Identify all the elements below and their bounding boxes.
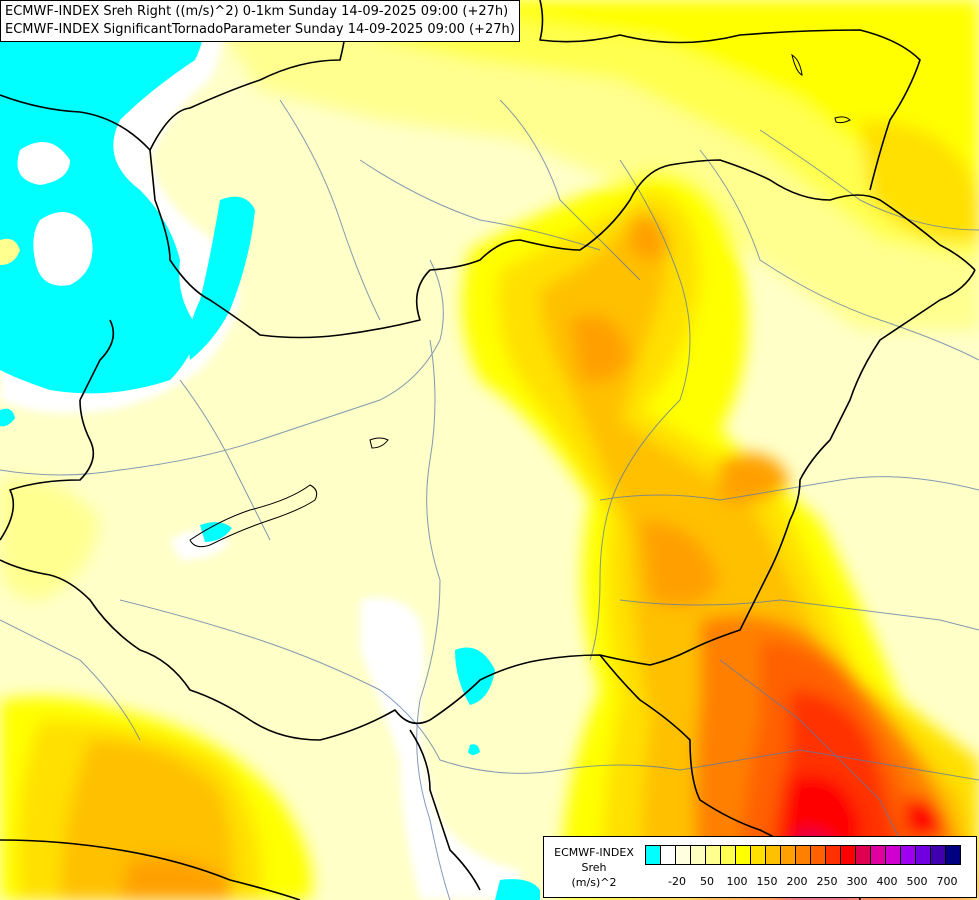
legend-tick-label: 50 [700, 875, 714, 888]
title-line-1: ECMWF-INDEX Sreh Right ((m/s)^2) 0-1km S… [5, 4, 509, 19]
legend-tick-label: 300 [846, 875, 868, 888]
legend-tick-label: 150 [756, 875, 778, 888]
legend-variable: Sreh [581, 861, 607, 874]
legend-tick-label: 200 [786, 875, 808, 888]
map-title-box: ECMWF-INDEX Sreh Right ((m/s)^2) 0-1km S… [0, 0, 520, 42]
rivers [0, 99, 979, 900]
legend-tick-label: 250 [816, 875, 838, 888]
legend-tick-label: 500 [906, 875, 928, 888]
legend-swatch [825, 845, 841, 865]
legend-tick-label: 100 [726, 875, 748, 888]
legend-ticks: -20 50 100 150 200 250 300 400 500 700 [645, 875, 975, 891]
legend-tick-label: -20 [668, 875, 686, 888]
legend-tick-label: 400 [876, 875, 898, 888]
legend-swatch [765, 845, 781, 865]
legend-swatch [780, 845, 796, 865]
color-legend: ECMWF-INDEX Sreh (m/s)^2 -20 50 100 150 200 2… [543, 836, 977, 898]
legend-title: ECMWF-INDEX Sreh (m/s)^2 [544, 845, 644, 890]
legend-swatch [870, 845, 886, 865]
legend-swatch [795, 845, 811, 865]
legend-swatch [690, 845, 706, 865]
title-line-2: ECMWF-INDEX SignificantTornadoParameter … [5, 22, 515, 37]
legend-swatch [945, 845, 961, 865]
legend-swatch [645, 845, 661, 865]
legend-swatch [810, 845, 826, 865]
legend-swatch [885, 845, 901, 865]
legend-swatch [855, 845, 871, 865]
legend-swatch [930, 845, 946, 865]
legend-swatches [645, 845, 961, 865]
legend-swatch [660, 845, 676, 865]
legend-swatch [840, 845, 856, 865]
legend-unit: (m/s)^2 [571, 876, 617, 889]
legend-swatch [750, 845, 766, 865]
legend-tick-label: 700 [936, 875, 958, 888]
legend-swatch [915, 845, 931, 865]
legend-swatch [720, 845, 736, 865]
legend-swatch [900, 845, 916, 865]
legend-swatch [705, 845, 721, 865]
legend-model: ECMWF-INDEX [554, 846, 634, 859]
legend-swatch [675, 845, 691, 865]
legend-swatch [735, 845, 751, 865]
lakes [189, 53, 851, 548]
